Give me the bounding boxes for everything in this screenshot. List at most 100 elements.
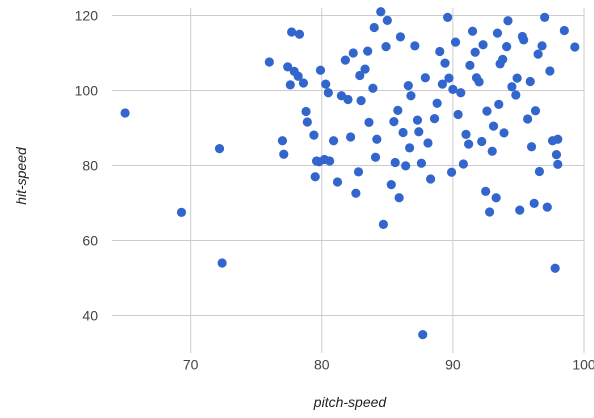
data-point <box>293 71 303 81</box>
data-point <box>559 25 569 36</box>
data-point <box>353 167 364 177</box>
data-point <box>277 136 288 146</box>
y-tick-label: 80 <box>82 158 98 174</box>
data-point <box>534 166 545 177</box>
data-point <box>386 180 396 190</box>
data-point <box>512 73 522 83</box>
data-point <box>450 37 461 47</box>
data-point <box>310 172 320 182</box>
data-point <box>553 159 563 169</box>
data-point <box>394 193 404 203</box>
data-point <box>537 41 547 51</box>
data-point <box>323 88 333 98</box>
data-point <box>550 263 560 273</box>
data-point <box>381 42 391 52</box>
data-point <box>465 60 475 70</box>
data-point <box>492 28 503 38</box>
data-point <box>325 156 335 166</box>
y-tick-label: 60 <box>82 233 98 249</box>
data-point <box>389 117 399 127</box>
data-point <box>503 16 513 26</box>
data-point <box>511 90 521 100</box>
data-point <box>502 42 512 52</box>
data-point <box>414 127 424 137</box>
data-point <box>418 330 428 340</box>
data-point <box>551 150 562 160</box>
data-point <box>217 258 227 268</box>
data-point <box>382 15 392 25</box>
data-point <box>540 12 550 22</box>
y-tick-label: 40 <box>82 308 98 324</box>
data-point <box>406 91 416 101</box>
data-point <box>285 80 295 90</box>
data-point <box>378 219 388 229</box>
y-tick-label: 120 <box>75 8 99 24</box>
data-point <box>301 106 311 117</box>
data-point <box>458 159 468 169</box>
data-point <box>545 66 555 76</box>
x-tick-label: 80 <box>314 356 330 372</box>
data-point <box>393 105 403 115</box>
data-point <box>488 121 499 131</box>
data-point <box>570 42 580 52</box>
data-point <box>470 47 480 57</box>
data-point <box>279 149 289 159</box>
data-point <box>348 48 358 58</box>
data-point <box>321 79 331 89</box>
x-axis-title: pitch-speed <box>313 394 388 410</box>
data-point <box>437 79 447 89</box>
data-point <box>398 127 408 138</box>
data-point <box>448 84 458 94</box>
data-point <box>495 59 505 69</box>
data-point <box>214 144 225 154</box>
data-point <box>440 58 450 68</box>
x-tick-label: 90 <box>445 356 461 372</box>
data-point <box>423 138 433 148</box>
data-point <box>435 46 445 57</box>
data-point <box>343 94 353 105</box>
y-tick-labels: 40 60 80 100 120 <box>75 8 99 324</box>
data-point <box>467 26 478 36</box>
data-point <box>315 65 326 75</box>
data-point <box>426 174 436 184</box>
data-point <box>420 73 430 83</box>
data-points <box>120 7 580 340</box>
data-point <box>542 202 552 212</box>
data-point <box>412 115 423 125</box>
data-point <box>444 73 454 83</box>
data-point <box>410 41 420 51</box>
x-tick-labels: 70 80 90 100 <box>183 356 594 372</box>
data-point <box>302 117 312 127</box>
data-point <box>360 64 370 74</box>
data-point <box>453 109 463 120</box>
data-point <box>432 98 442 108</box>
data-point <box>363 46 373 56</box>
data-point <box>533 49 543 59</box>
data-point <box>487 146 497 156</box>
data-point <box>120 108 130 118</box>
data-point <box>346 132 356 142</box>
data-point <box>456 88 466 98</box>
data-point <box>264 57 274 67</box>
data-point <box>368 83 378 93</box>
data-point <box>507 82 517 92</box>
data-point <box>369 22 379 33</box>
data-point <box>530 106 541 116</box>
data-point <box>364 117 374 127</box>
data-point <box>176 207 187 217</box>
data-point <box>553 134 563 144</box>
data-point <box>477 136 487 147</box>
data-point <box>474 77 484 87</box>
x-tick-label: 70 <box>183 356 199 372</box>
data-point <box>481 186 491 196</box>
data-point <box>298 78 309 88</box>
data-point <box>405 143 415 153</box>
data-point <box>461 129 471 139</box>
data-point <box>478 40 488 50</box>
data-point <box>283 62 293 72</box>
data-point <box>401 161 411 171</box>
data-point <box>287 27 297 37</box>
data-point <box>525 76 535 87</box>
data-point <box>390 157 400 168</box>
